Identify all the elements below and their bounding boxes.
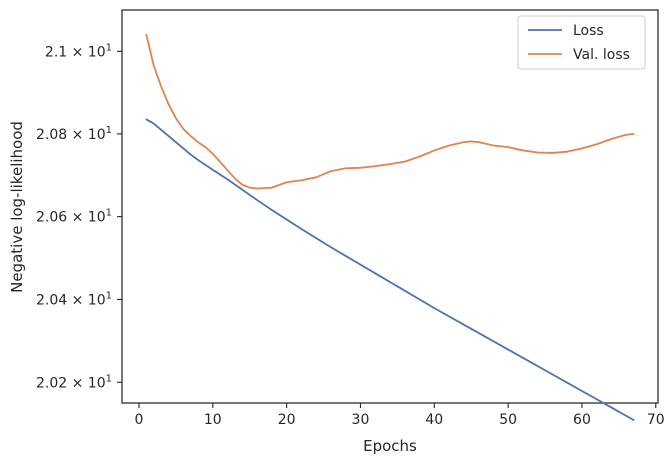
legend-label-val-loss: Val. loss [573, 47, 630, 63]
y-tick-label: 2.04 × 101 [36, 290, 112, 308]
y-tick-label: 2.06 × 101 [36, 208, 112, 226]
y-tick-label: 2.1 × 101 [45, 42, 112, 60]
x-axis-ticks: 0 10 20 30 40 50 60 70 [135, 403, 665, 428]
legend-label-loss: Loss [573, 23, 604, 39]
x-axis-label: Epochs [363, 437, 417, 455]
x-tick-label: 0 [135, 412, 144, 428]
x-tick-label: 70 [647, 412, 665, 428]
series-layer [145, 33, 635, 421]
series-line-loss [145, 118, 635, 421]
legend[interactable]: Loss Val. loss [517, 15, 646, 70]
x-tick-label: 30 [352, 412, 370, 428]
y-axis-ticks: 2.02 × 101 2.04 × 101 2.06 × 101 2.08 × 101… [36, 42, 122, 391]
y-axis-label: Negative log-likelihood [8, 121, 26, 293]
x-tick-label: 50 [499, 412, 517, 428]
plot-area-frame [121, 9, 659, 404]
x-tick-label: 40 [425, 412, 443, 428]
x-tick-label: 60 [573, 412, 591, 428]
x-tick-label: 10 [204, 412, 222, 428]
y-tick-label: 2.02 × 101 [36, 373, 112, 391]
x-tick-label: 20 [278, 412, 296, 428]
y-tick-label: 2.08 × 101 [36, 125, 112, 143]
series-line-val-loss [145, 33, 635, 190]
